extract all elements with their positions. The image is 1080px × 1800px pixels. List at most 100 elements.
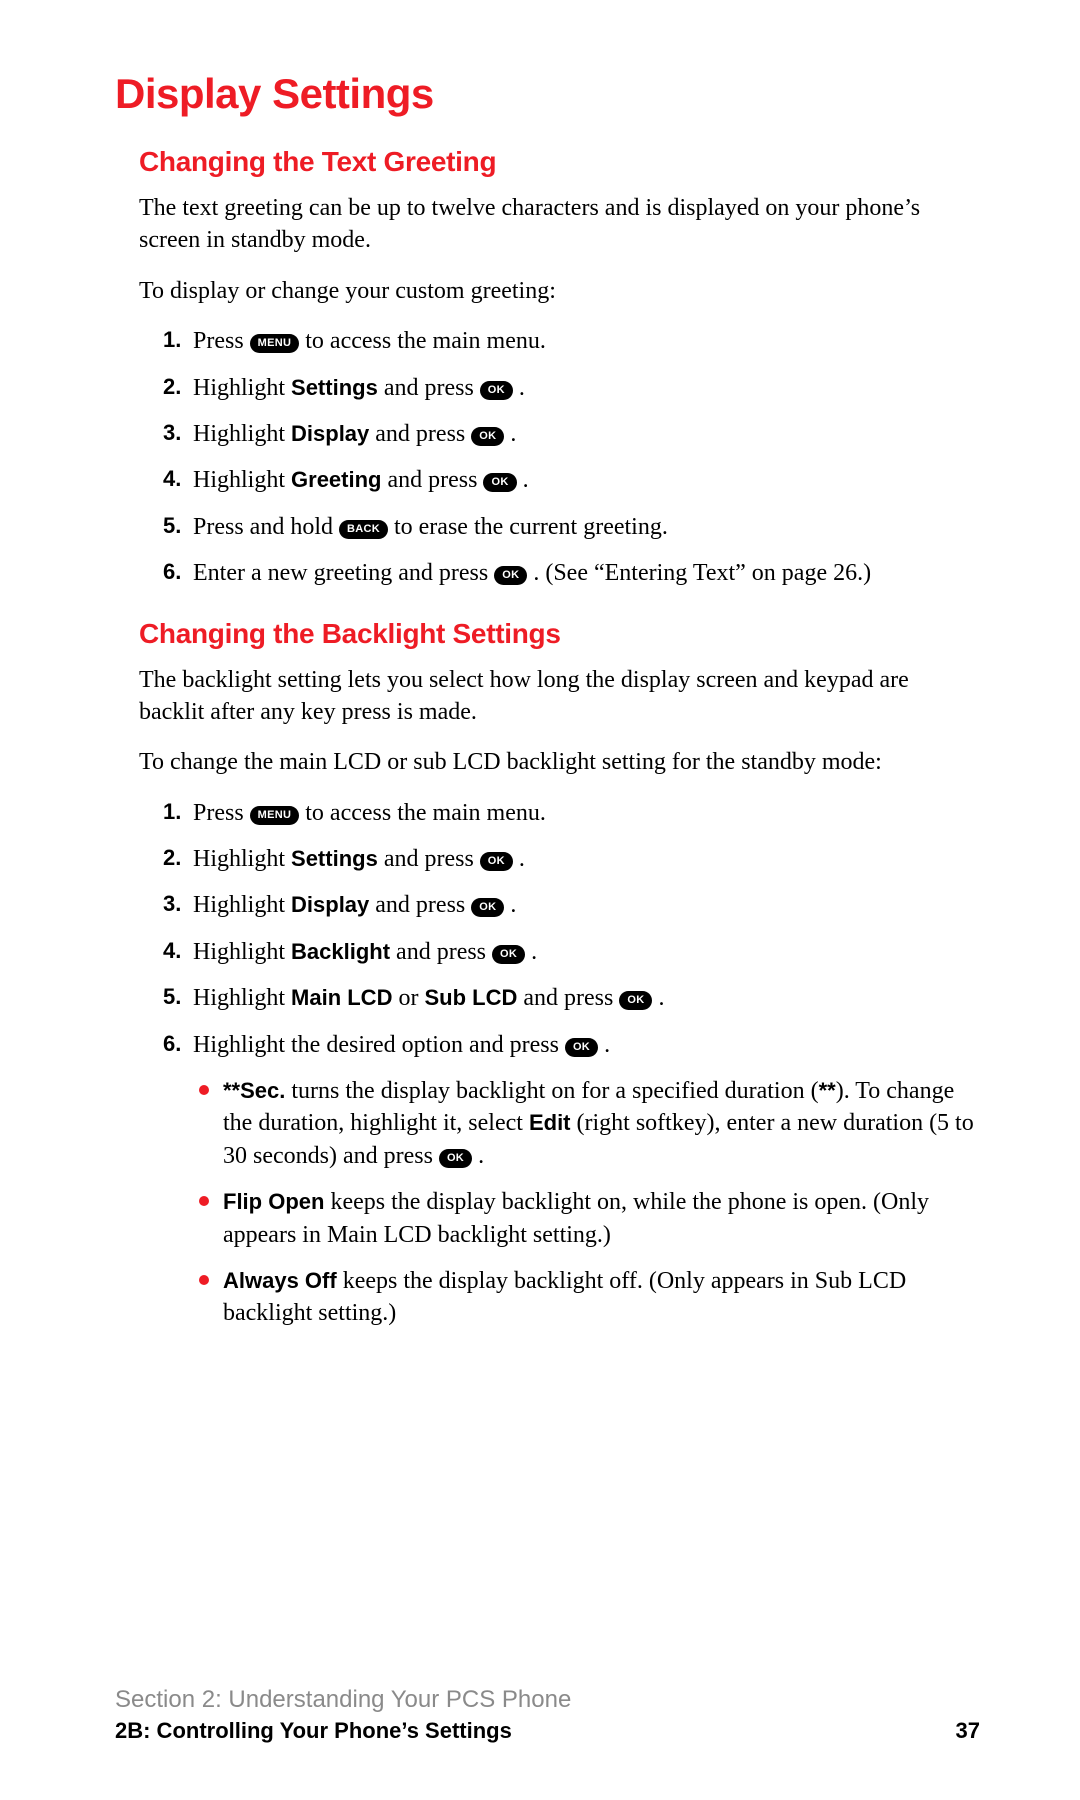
step-text: . (525, 939, 537, 965)
ok-key-icon: OK (480, 852, 513, 871)
bullet-list: **Sec. turns the display backlight on fo… (139, 1075, 980, 1330)
page-title: Display Settings (115, 70, 980, 118)
step-number: 4. (163, 936, 181, 966)
bold-term: Always Off (223, 1268, 337, 1293)
paragraph: The backlight setting lets you select ho… (139, 664, 980, 729)
list-item: 6. Highlight the desired option and pres… (139, 1029, 980, 1061)
step-number: 6. (163, 557, 181, 587)
bold-term: Display (291, 421, 369, 446)
step-text: to access the main menu. (299, 800, 546, 826)
ok-key-icon: OK (494, 566, 527, 585)
step-text: and press (381, 467, 483, 493)
step-text: Highlight the desired option and press (193, 1032, 565, 1058)
step-number: 3. (163, 889, 181, 919)
ok-key-icon: OK (471, 898, 504, 917)
step-text: . (513, 846, 525, 872)
step-text: and press (369, 421, 471, 447)
step-number: 5. (163, 511, 181, 541)
step-text: or (392, 985, 424, 1011)
footer-chapter: 2B: Controlling Your Phone’s Settings (115, 1718, 512, 1744)
bold-term: **Sec. (223, 1078, 285, 1103)
step-text: Press (193, 800, 250, 826)
bold-term: Main LCD (291, 985, 392, 1010)
step-text: and press (517, 985, 619, 1011)
step-text: . (504, 892, 516, 918)
step-text: Highlight (193, 421, 291, 447)
ok-key-icon: OK (619, 991, 652, 1010)
step-text: Press and hold (193, 514, 339, 540)
paragraph: To change the main LCD or sub LCD backli… (139, 746, 980, 778)
step-text: . (517, 467, 529, 493)
step-text: Highlight (193, 467, 291, 493)
list-item: 5. Highlight Main LCD or Sub LCD and pre… (139, 982, 980, 1014)
step-number: 1. (163, 325, 181, 355)
bold-term: Settings (291, 375, 378, 400)
page-number: 37 (956, 1718, 980, 1744)
footer-section-title: Section 2: Understanding Your PCS Phone (115, 1686, 980, 1714)
list-item: 1. Press MENU to access the main menu. (139, 325, 980, 357)
list-item: 4. Highlight Backlight and press OK . (139, 936, 980, 968)
list-item: 1. Press MENU to access the main menu. (139, 797, 980, 829)
ok-key-icon: OK (439, 1149, 472, 1168)
bold-term: Edit (529, 1110, 571, 1135)
list-item: 4. Highlight Greeting and press OK . (139, 464, 980, 496)
bullet-item: Flip Open keeps the display backlight on… (139, 1186, 980, 1251)
bullet-item: Always Off keeps the display backlight o… (139, 1265, 980, 1330)
step-number: 2. (163, 843, 181, 873)
step-text: . (652, 985, 664, 1011)
footer-subsection: 2B: Controlling Your Phone’s Settings 37 (115, 1718, 980, 1744)
menu-key-icon: MENU (250, 806, 300, 825)
step-text: Highlight (193, 985, 291, 1011)
step-text: and press (378, 375, 480, 401)
list-item: 3. Highlight Display and press OK . (139, 889, 980, 921)
step-text: Enter a new greeting and press (193, 560, 494, 586)
list-item: 2. Highlight Settings and press OK . (139, 372, 980, 404)
list-item: 6. Enter a new greeting and press OK . (… (139, 557, 980, 589)
ordered-list: 1. Press MENU to access the main menu. 2… (139, 325, 980, 589)
bold-term: Greeting (291, 467, 381, 492)
bullet-text: keeps the display backlight on, while th… (223, 1189, 929, 1247)
bold-term: Display (291, 892, 369, 917)
list-item: 3. Highlight Display and press OK . (139, 418, 980, 450)
ok-key-icon: OK (565, 1038, 598, 1057)
back-key-icon: BACK (339, 520, 388, 539)
menu-key-icon: MENU (250, 334, 300, 353)
step-number: 6. (163, 1029, 181, 1059)
step-text: and press (390, 939, 492, 965)
paragraph: The text greeting can be up to twelve ch… (139, 192, 980, 257)
list-item: 5. Press and hold BACK to erase the curr… (139, 511, 980, 543)
bullet-icon (199, 1196, 209, 1206)
bullet-item: **Sec. turns the display backlight on fo… (139, 1075, 980, 1172)
step-text: and press (378, 846, 480, 872)
step-text: . (504, 421, 516, 447)
bold-term: ** (819, 1078, 836, 1103)
step-text: to access the main menu. (299, 328, 546, 354)
step-number: 4. (163, 464, 181, 494)
step-text: . (513, 375, 525, 401)
bullet-text: . (472, 1143, 484, 1169)
section-heading-backlight: Changing the Backlight Settings (139, 618, 980, 650)
step-text: to erase the current greeting. (388, 514, 668, 540)
manual-page: Display Settings Changing the Text Greet… (0, 0, 1080, 1394)
bold-term: Sub LCD (424, 985, 517, 1010)
step-number: 5. (163, 982, 181, 1012)
ok-key-icon: OK (480, 381, 513, 400)
step-text: Press (193, 328, 250, 354)
step-text: . (598, 1032, 610, 1058)
ok-key-icon: OK (492, 945, 525, 964)
step-number: 2. (163, 372, 181, 402)
page-footer: Section 2: Understanding Your PCS Phone … (115, 1686, 980, 1744)
step-number: 1. (163, 797, 181, 827)
step-text: Highlight (193, 375, 291, 401)
list-item: 2. Highlight Settings and press OK . (139, 843, 980, 875)
bullet-icon (199, 1085, 209, 1095)
ok-key-icon: OK (483, 473, 516, 492)
bold-term: Flip Open (223, 1189, 324, 1214)
paragraph: To display or change your custom greetin… (139, 275, 980, 307)
ordered-list: 1. Press MENU to access the main menu. 2… (139, 797, 980, 1061)
section-heading-greeting: Changing the Text Greeting (139, 146, 980, 178)
bold-term: Settings (291, 846, 378, 871)
step-text: . (See “Entering Text” on page 26.) (527, 560, 871, 586)
bullet-icon (199, 1275, 209, 1285)
bullet-text: turns the display backlight on for a spe… (285, 1078, 818, 1104)
